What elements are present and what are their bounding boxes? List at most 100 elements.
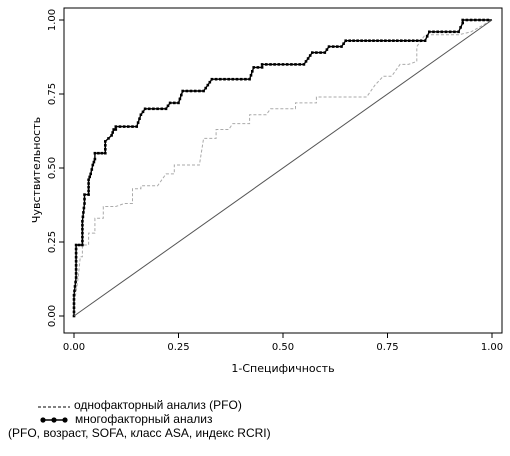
multivariate-roc-marker [73, 289, 76, 293]
x-axis-title: 1-Специфичность [231, 362, 334, 375]
multivariate-roc-marker [114, 125, 118, 128]
multivariate-roc-marker [139, 113, 143, 116]
multivariate-roc-marker [93, 157, 97, 161]
multivariate-roc-marker [251, 70, 254, 73]
multivariate-roc-marker [342, 42, 345, 45]
multivariate-roc-marker [323, 51, 327, 54]
multivariate-roc-marker [223, 77, 226, 81]
multivariate-roc-marker [311, 51, 314, 54]
y-axis-title: Чувствительность [30, 117, 43, 223]
multivariate-roc-marker [419, 39, 423, 42]
multivariate-roc-marker [72, 310, 76, 314]
multivariate-roc-marker [227, 77, 230, 81]
multivariate-roc-marker [432, 30, 435, 34]
multivariate-roc-marker [74, 264, 78, 267]
multivariate-roc-marker [104, 151, 107, 155]
multivariate-roc-marker [143, 107, 147, 111]
multivariate-roc-marker [83, 193, 86, 196]
multivariate-roc-marker [138, 117, 141, 120]
multivariate-roc-marker [81, 239, 84, 243]
multivariate-roc-marker [189, 89, 193, 93]
multivariate-roc-marker [122, 125, 126, 128]
multivariate-roc-marker [356, 39, 359, 42]
multivariate-roc-marker [415, 39, 419, 42]
multivariate-roc-marker [325, 48, 329, 51]
multivariate-roc-marker [260, 63, 264, 66]
multivariate-roc-marker [81, 235, 84, 239]
multivariate-roc-marker [73, 285, 77, 288]
multivariate-roc-marker [459, 26, 462, 29]
multivariate-roc-marker [327, 45, 331, 48]
multivariate-roc-marker [131, 125, 134, 128]
x-tick-label: 1.00 [481, 342, 503, 353]
multivariate-roc-marker [486, 18, 490, 22]
multivariate-roc-marker [136, 121, 140, 124]
multivariate-roc-marker [81, 215, 85, 219]
multivariate-roc-marker [89, 172, 92, 176]
multivariate-roc-marker [177, 101, 180, 105]
multivariate-roc-marker [265, 63, 268, 66]
multivariate-roc-marker [104, 140, 107, 143]
multivariate-roc-marker [411, 39, 415, 42]
multivariate-roc-marker [428, 30, 431, 34]
roc-chart: 0.00 0.25 0.50 0.75 1.00 0.00 0.25 0.50 0.75 1.00… [30, 7, 503, 375]
dotted-line-swatch [39, 415, 73, 423]
multivariate-roc-marker [202, 89, 205, 93]
multivariate-roc-marker [453, 30, 456, 34]
multivariate-roc-marker [290, 63, 293, 66]
multivariate-roc-marker [352, 39, 355, 42]
multivariate-roc-marker [156, 107, 159, 111]
multivariate-roc-marker [74, 255, 78, 259]
multivariate-roc-marker [81, 220, 84, 223]
multivariate-roc-marker [281, 63, 285, 66]
multivariate-roc-marker [83, 202, 86, 205]
multivariate-roc-marker [104, 144, 107, 147]
x-tick-label: 0.25 [167, 342, 189, 353]
legend: однофакторный анализ (PFO) многофакторны… [8, 398, 503, 440]
multivariate-roc-marker [104, 148, 107, 151]
multivariate-roc-marker [74, 280, 77, 284]
multivariate-roc-marker [231, 77, 235, 81]
multivariate-roc-marker [440, 30, 444, 34]
multivariate-roc-marker [210, 77, 214, 81]
multivariate-roc-marker [181, 89, 184, 93]
axes: 0.00 0.25 0.50 0.75 1.00 0.00 0.25 0.50 0.75 1.00 [47, 9, 503, 353]
multivariate-roc-marker [444, 30, 448, 34]
multivariate-roc-marker [478, 18, 481, 22]
multivariate-roc-marker [87, 182, 90, 185]
multivariate-roc-marker [185, 89, 189, 93]
multivariate-roc-marker [77, 243, 81, 247]
multivariate-roc-marker [97, 151, 100, 155]
multivariate-roc-marker [304, 60, 308, 63]
multivariate-roc-marker [83, 197, 86, 201]
multivariate-roc-marker [118, 125, 122, 128]
multivariate-roc-marker [178, 97, 182, 101]
multivariate-roc-marker [74, 243, 78, 247]
multivariate-roc-marker [206, 83, 210, 87]
multivariate-roc-marker [461, 21, 464, 25]
multivariate-roc-marker [87, 189, 90, 193]
multivariate-roc-marker [423, 39, 427, 42]
multivariate-roc-marker [465, 18, 469, 22]
multivariate-roc-marker [269, 63, 272, 66]
multivariate-roc-marker [294, 63, 297, 66]
multivariate-roc-marker [100, 151, 104, 155]
multivariate-roc-marker [92, 160, 96, 164]
multivariate-roc-marker [436, 30, 439, 34]
multivariate-roc-marker [72, 302, 76, 305]
multivariate-roc-marker [340, 45, 343, 48]
multivariate-roc-marker [127, 125, 130, 128]
x-tick-label: 0.50 [272, 342, 294, 353]
multivariate-roc-marker [74, 276, 78, 279]
reference-diagonal-line [73, 19, 493, 317]
y-tick-label: 0.50 [47, 157, 58, 179]
multivariate-roc-marker [219, 77, 222, 81]
y-tick-label: 1.00 [47, 9, 58, 31]
multivariate-roc-marker [384, 39, 387, 42]
multivariate-roc-marker [252, 66, 255, 69]
multivariate-roc-marker [208, 80, 212, 84]
multivariate-roc-marker [90, 168, 94, 171]
multivariate-roc-marker [147, 107, 151, 111]
multivariate-roc-marker [72, 294, 76, 297]
multivariate-roc-marker [392, 39, 395, 42]
